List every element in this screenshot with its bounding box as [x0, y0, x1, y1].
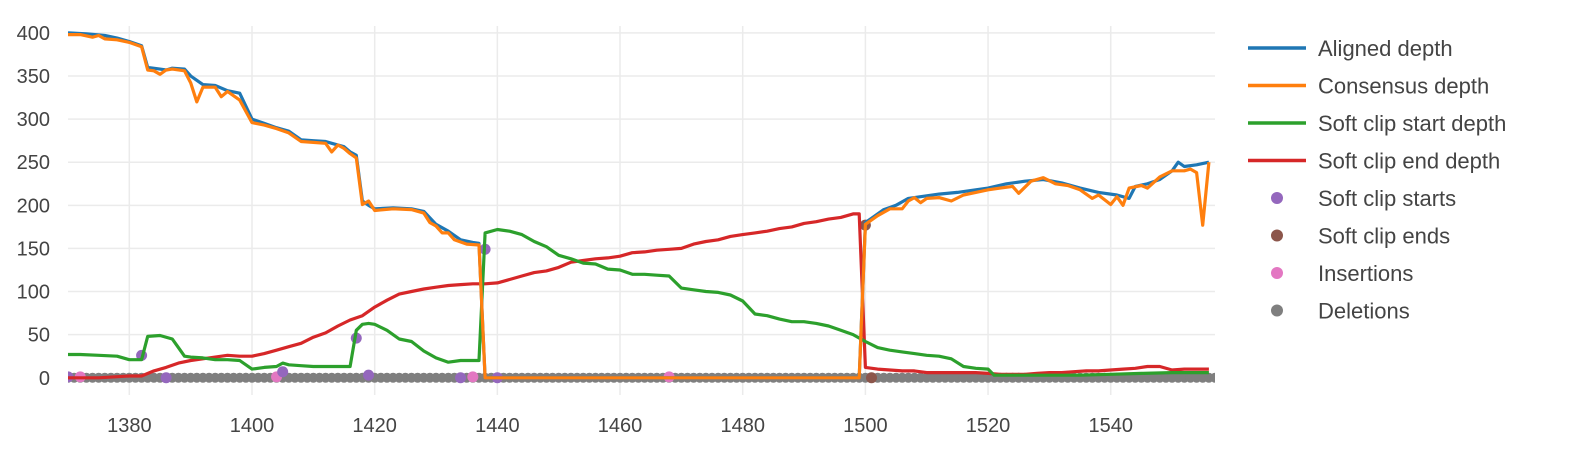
legend-item-soft-clip-start-depth[interactable]: Soft clip start depth [1248, 111, 1506, 136]
legend-label: Soft clip end depth [1318, 149, 1500, 174]
legend-label: Insertions [1318, 261, 1413, 286]
y-tick-label: 350 [17, 66, 50, 88]
series-consensus-depth [68, 33, 1211, 380]
gridlines [68, 26, 1215, 395]
x-axis-tick-labels: 1380 1400 1420 1440 1460 1480 1500 1520 1540 [107, 415, 1133, 437]
legend-swatch [1271, 304, 1283, 317]
deletions-point [1210, 372, 1215, 383]
y-tick-label: 400 [17, 23, 50, 45]
x-tick-label: 1480 [720, 415, 765, 437]
legend-swatch [1271, 229, 1283, 242]
legend-item-aligned-depth[interactable]: Aligned depth [1248, 36, 1453, 61]
legend-swatch [1271, 267, 1283, 279]
legend-item-soft-clip-ends[interactable]: Soft clip ends [1271, 224, 1450, 249]
x-tick-label: 1440 [475, 415, 520, 437]
y-tick-label: 200 [17, 195, 50, 217]
soft-clip-starts-point [363, 369, 375, 381]
plot-area [68, 31, 1215, 384]
legend-label: Soft clip start depth [1318, 111, 1506, 136]
soft-clip-starts-point [277, 366, 289, 378]
soft-clip-ends-point [866, 372, 878, 384]
legend-item-deletions[interactable]: Deletions [1271, 299, 1410, 324]
legend-item-soft-clip-end-depth[interactable]: Soft clip end depth [1248, 149, 1500, 174]
y-tick-label: 250 [17, 152, 50, 174]
y-tick-label: 0 [39, 368, 50, 390]
y-axis-tick-labels: 0 50 100 150 200 250 300 350 400 [17, 23, 50, 390]
x-tick-label: 1460 [598, 415, 643, 437]
legend-swatch [1271, 192, 1283, 204]
legend-label: Soft clip ends [1318, 224, 1450, 249]
x-tick-label: 1380 [107, 415, 152, 437]
soft-clip-start-depth-line [68, 227, 1209, 377]
legend[interactable]: Aligned depth Consensus depth Soft clip st… [1248, 36, 1506, 324]
consensus-depth-line [68, 33, 1211, 380]
series-soft-clip-start-depth [68, 227, 1209, 377]
legend-item-consensus-depth[interactable]: Consensus depth [1248, 74, 1489, 99]
x-tick-label: 1420 [352, 415, 397, 437]
y-tick-label: 300 [17, 109, 50, 131]
y-tick-label: 50 [28, 325, 50, 347]
legend-label: Deletions [1318, 299, 1410, 324]
legend-label: Soft clip starts [1318, 186, 1456, 211]
x-tick-label: 1500 [843, 415, 888, 437]
legend-item-insertions[interactable]: Insertions [1271, 261, 1413, 286]
x-tick-label: 1540 [1088, 415, 1133, 437]
x-tick-label: 1400 [230, 415, 275, 437]
soft-clip-end-depth-line [68, 212, 1209, 380]
insertions-point [467, 371, 479, 383]
y-tick-label: 100 [17, 282, 50, 304]
soft-clip-starts-point [455, 372, 467, 384]
x-tick-label: 1520 [966, 415, 1011, 437]
series-soft-clip-end-depth [68, 212, 1209, 380]
legend-item-soft-clip-starts[interactable]: Soft clip starts [1271, 186, 1456, 211]
legend-label: Consensus depth [1318, 74, 1489, 99]
legend-label: Aligned depth [1318, 36, 1453, 61]
soft-clip-starts-point [160, 372, 172, 384]
y-tick-label: 150 [17, 238, 50, 260]
series-insertions [74, 371, 675, 383]
